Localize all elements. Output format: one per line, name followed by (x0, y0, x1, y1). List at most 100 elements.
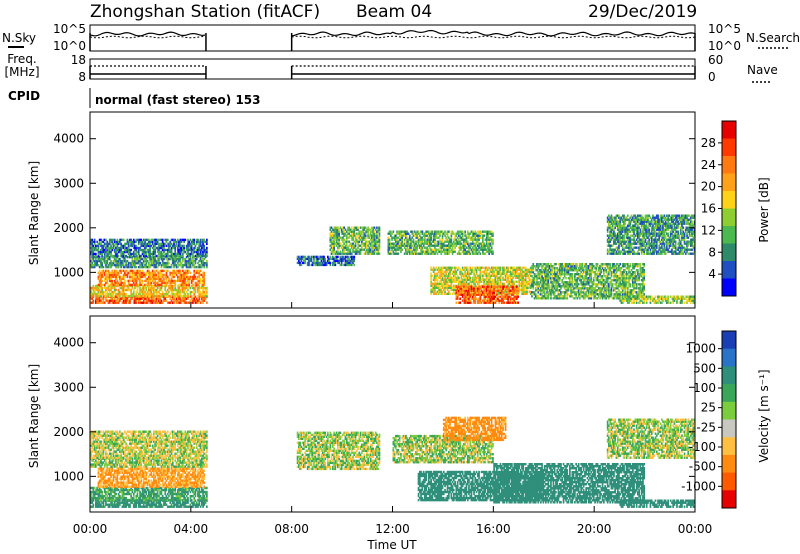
heat-cell (398, 242, 401, 245)
heat-cell (134, 259, 136, 263)
heat-cell (125, 261, 127, 265)
heat-cell (471, 234, 474, 237)
heat-cell (440, 284, 443, 287)
nsky-trace-1 (291, 29, 696, 37)
heat-cell (131, 279, 134, 283)
heat-cell (175, 244, 178, 248)
heat-cell (337, 234, 339, 237)
heat-cell (468, 250, 470, 253)
heat-cell (95, 248, 97, 252)
heat-cell (494, 274, 497, 277)
heat-cell (461, 282, 464, 285)
heat-cell (479, 252, 482, 255)
heat-cell (339, 242, 342, 245)
heat-cell (345, 234, 348, 237)
heat-cell (392, 244, 395, 247)
heat-cell (349, 228, 352, 231)
heat-cell (299, 261, 301, 265)
heat-cell (91, 301, 93, 304)
heat-cell (340, 236, 343, 239)
heat-cell (342, 244, 344, 247)
heat-cell (126, 279, 129, 283)
heat-cell (427, 238, 430, 241)
heat-cell (96, 255, 98, 259)
heat-cell (434, 274, 436, 277)
heat-cell (543, 285, 546, 288)
heat-cell (509, 299, 512, 302)
heat-cell (511, 274, 513, 277)
heat-cell (453, 280, 455, 283)
heat-cell (403, 240, 406, 243)
heat-cell (144, 286, 146, 290)
heat-cell (206, 240, 208, 244)
heat-cell (97, 294, 100, 298)
heat-cell (454, 266, 456, 269)
heat-cell (459, 246, 461, 249)
heat-cell (125, 265, 127, 269)
heat-cell (469, 280, 472, 283)
heat-cell (182, 299, 184, 302)
heat-cell (149, 246, 151, 250)
heat-cell (552, 291, 555, 294)
heat-cell (552, 285, 555, 288)
heat-cell (431, 288, 434, 291)
heat-cell (198, 252, 201, 256)
heat-cell (192, 286, 194, 290)
heat-cell (102, 244, 105, 248)
heat-cell (316, 259, 319, 263)
heat-cell (91, 254, 93, 258)
heat-cell (473, 272, 475, 275)
heat-cell (164, 294, 167, 298)
heat-cell (359, 248, 362, 251)
heat-cell (131, 271, 134, 275)
heat-cell (164, 299, 167, 302)
heat-cell (183, 299, 185, 302)
heat-cell (142, 286, 145, 290)
heat-cell (446, 266, 449, 269)
heat-cell (343, 257, 345, 261)
heat-cell (453, 290, 455, 293)
heat-cell (471, 266, 474, 269)
noise-traces (89, 29, 696, 51)
heat-cell (161, 273, 164, 277)
heat-cell (197, 271, 199, 275)
heat-cell (185, 261, 188, 265)
heat-cell (188, 242, 190, 246)
heat-cell (358, 238, 361, 241)
heat-cell (161, 284, 164, 288)
heat-cell (461, 291, 464, 294)
heat-cell (359, 226, 362, 229)
heat-cell (566, 285, 569, 288)
heat-cell (422, 250, 425, 253)
heat-cell (148, 254, 150, 258)
heat-cell (100, 294, 102, 298)
heat-cell (487, 242, 489, 245)
heat-cell (97, 257, 100, 261)
heat-cell (121, 297, 124, 300)
heat-cell (560, 287, 562, 290)
heat-cell (485, 299, 488, 302)
heat-cell (149, 265, 151, 269)
heat-cell (416, 248, 419, 251)
nsearch-trace-1 (291, 35, 696, 39)
heat-cell (558, 269, 561, 272)
heat-cell (198, 286, 201, 290)
heat-cell (125, 259, 127, 263)
heat-cell (202, 242, 204, 246)
heat-cell (563, 271, 566, 274)
heat-cell (468, 285, 470, 288)
heat-cell (301, 255, 304, 259)
heat-cell (97, 252, 100, 256)
heat-cell (532, 279, 535, 282)
heat-cell (198, 290, 201, 294)
heat-cell (563, 285, 566, 288)
heat-cell (120, 297, 122, 300)
heat-cell (393, 248, 396, 251)
heat-cell (111, 273, 114, 277)
heat-cell (557, 289, 560, 292)
heat-cell (333, 248, 335, 251)
heat-cell (468, 272, 470, 275)
heat-cell (479, 297, 482, 300)
heat-cell (427, 244, 430, 247)
heat-cell (439, 246, 441, 249)
